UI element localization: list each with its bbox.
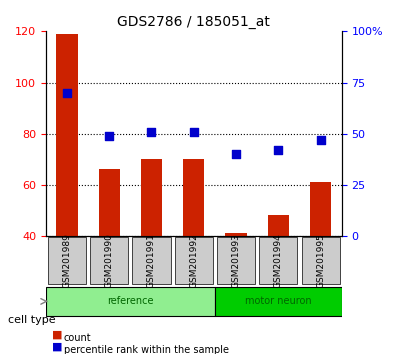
Point [106, 133, 112, 138]
Text: GSM201989: GSM201989 [62, 233, 72, 288]
FancyBboxPatch shape [302, 237, 339, 284]
Bar [99, 170, 120, 236]
Bar [225, 233, 247, 236]
Point [64, 90, 70, 96]
Bar [57, 34, 78, 236]
FancyBboxPatch shape [48, 237, 86, 284]
Point [233, 151, 239, 157]
Text: ■: ■ [52, 330, 62, 340]
Text: cell type: cell type [8, 315, 56, 325]
FancyBboxPatch shape [215, 287, 341, 316]
Bar [183, 159, 204, 236]
Title: GDS2786 / 185051_at: GDS2786 / 185051_at [117, 15, 270, 29]
Text: GSM201990: GSM201990 [105, 233, 114, 288]
Bar [310, 182, 331, 236]
FancyBboxPatch shape [259, 237, 297, 284]
FancyBboxPatch shape [175, 237, 213, 284]
Text: GSM201995: GSM201995 [316, 233, 325, 288]
Bar [141, 159, 162, 236]
Point [275, 147, 281, 153]
Point [148, 129, 155, 135]
Text: ■: ■ [52, 342, 62, 352]
Text: reference: reference [107, 296, 154, 307]
Text: motor neuron: motor neuron [245, 296, 312, 307]
Text: GSM201994: GSM201994 [274, 233, 283, 288]
Text: percentile rank within the sample: percentile rank within the sample [64, 345, 229, 354]
Text: count: count [64, 333, 91, 343]
Point [191, 129, 197, 135]
Bar [268, 216, 289, 236]
FancyBboxPatch shape [133, 237, 170, 284]
FancyBboxPatch shape [217, 237, 255, 284]
FancyBboxPatch shape [90, 237, 128, 284]
Text: GSM201993: GSM201993 [232, 233, 240, 288]
FancyBboxPatch shape [46, 287, 215, 316]
Text: GSM201992: GSM201992 [189, 233, 198, 288]
Text: GSM201991: GSM201991 [147, 233, 156, 288]
Point [317, 137, 324, 143]
